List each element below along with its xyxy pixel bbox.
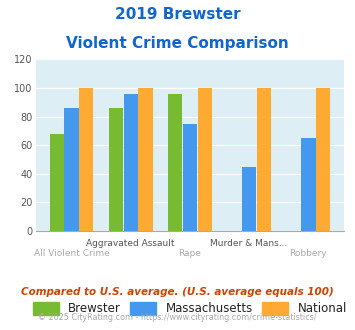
Text: All Violent Crime: All Violent Crime: [34, 249, 109, 258]
Bar: [301, 138, 316, 231]
Bar: [242, 167, 256, 231]
Text: Rape: Rape: [179, 249, 201, 258]
Bar: [183, 124, 197, 231]
Bar: [79, 88, 93, 231]
Bar: [64, 108, 78, 231]
Bar: [316, 88, 330, 231]
Bar: [138, 88, 153, 231]
Text: Violent Crime Comparison: Violent Crime Comparison: [66, 36, 289, 51]
Text: Robbery: Robbery: [290, 249, 327, 258]
Bar: [124, 94, 138, 231]
Text: Aggravated Assault: Aggravated Assault: [86, 239, 175, 248]
Bar: [198, 88, 212, 231]
Legend: Brewster, Massachusetts, National: Brewster, Massachusetts, National: [33, 302, 347, 315]
Text: 2019 Brewster: 2019 Brewster: [115, 7, 240, 21]
Bar: [257, 88, 271, 231]
Bar: [50, 134, 64, 231]
Text: Compared to U.S. average. (U.S. average equals 100): Compared to U.S. average. (U.S. average …: [21, 287, 334, 297]
Text: Murder & Mans...: Murder & Mans...: [211, 239, 288, 248]
Bar: [109, 108, 123, 231]
Bar: [168, 94, 182, 231]
Text: © 2025 CityRating.com - https://www.cityrating.com/crime-statistics/: © 2025 CityRating.com - https://www.city…: [38, 314, 317, 322]
